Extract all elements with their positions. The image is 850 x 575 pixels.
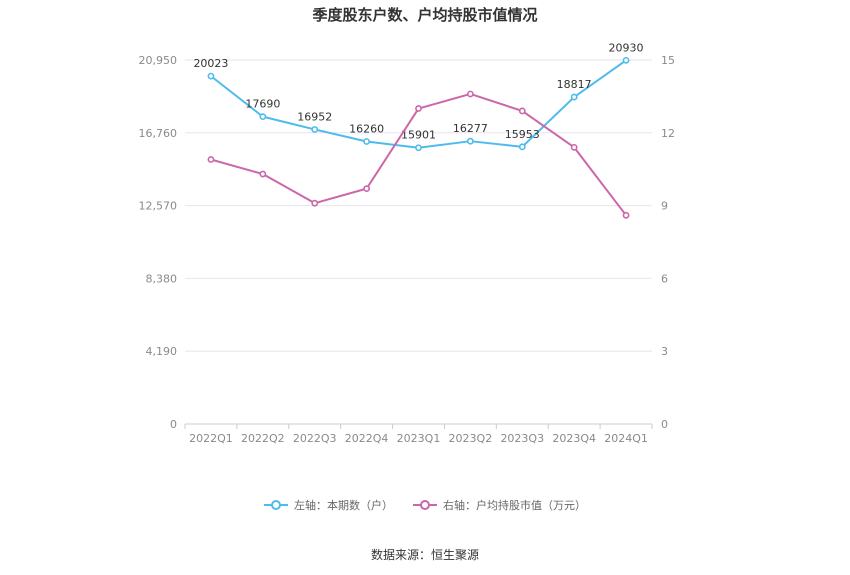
- data-label: 16952: [297, 110, 332, 123]
- y-right-tick-label: 12: [661, 127, 675, 140]
- data-point: [415, 105, 422, 112]
- data-point: [363, 185, 371, 193]
- data-point: [311, 126, 319, 133]
- data-point: [207, 156, 215, 163]
- y-left-tick-label: 20,950: [139, 54, 178, 67]
- legend-line-marker-icon: [413, 500, 437, 510]
- legend-label: 左轴：本期数（户）: [294, 499, 393, 512]
- legend-item-2[interactable]: 右轴：户均持股市值（万元）: [413, 497, 586, 513]
- data-label: 20930: [609, 41, 644, 54]
- chart-title: 季度股东户数、户均持股市值情况: [312, 6, 538, 24]
- x-tick-label: 2023Q4: [552, 432, 596, 445]
- y-left-tick-label: 16,760: [139, 127, 178, 140]
- y-right-tick-label: 9: [661, 200, 668, 213]
- data-label: 16277: [453, 122, 488, 135]
- data-point: [363, 138, 371, 145]
- x-tick-label: 2023Q3: [500, 432, 544, 445]
- x-tick-label: 2022Q2: [241, 432, 285, 445]
- data-point: [518, 107, 526, 115]
- y-left-tick-label: 8,380: [146, 272, 178, 285]
- data-label: 20023: [193, 57, 228, 70]
- legend-item-1[interactable]: 左轴：本期数（户）: [264, 497, 393, 513]
- series-line-2: [210, 92, 627, 216]
- x-tick-label: 2024Q1: [604, 432, 648, 445]
- data-point: [415, 144, 422, 152]
- y-left-tick-label: 12,570: [139, 200, 178, 213]
- data-label: 16260: [349, 122, 384, 135]
- data-point: [259, 113, 267, 121]
- x-tick-label: 2022Q4: [345, 432, 389, 445]
- data-point: [518, 143, 526, 151]
- y-right-tick-label: 6: [661, 272, 668, 285]
- legend-label: 右轴：户均持股市值（万元）: [443, 499, 586, 512]
- data-point: [207, 72, 215, 80]
- data-point: [570, 143, 578, 151]
- data-label: 15901: [401, 129, 436, 142]
- data-point: [311, 199, 319, 207]
- y-right-tick-label: 15: [661, 54, 675, 67]
- data-point: [570, 93, 578, 101]
- data-label: 17690: [245, 98, 280, 111]
- data-point: [259, 170, 267, 178]
- x-tick-label: 2022Q1: [189, 432, 233, 445]
- x-tick-label: 2023Q2: [449, 432, 493, 445]
- y-right-tick-label: 3: [661, 345, 668, 358]
- y-right-tick-label: 0: [661, 418, 668, 431]
- data-point: [622, 211, 630, 219]
- chart-legend: 左轴：本期数（户） 右轴：户均持股市值（万元）: [0, 497, 850, 514]
- data-point: [466, 90, 474, 98]
- data-point: [466, 137, 474, 145]
- y-left-tick-label: 0: [170, 418, 177, 431]
- x-tick-label: 2023Q1: [397, 432, 441, 445]
- legend-line-marker-icon: [264, 500, 288, 510]
- data-label: 15953: [505, 128, 540, 141]
- data-source-note: 数据来源：恒生聚源: [370, 548, 479, 562]
- data-point: [622, 56, 630, 64]
- data-label: 18817: [557, 78, 592, 91]
- y-left-tick-label: 4,190: [146, 345, 178, 358]
- x-tick-label: 2022Q3: [293, 432, 337, 445]
